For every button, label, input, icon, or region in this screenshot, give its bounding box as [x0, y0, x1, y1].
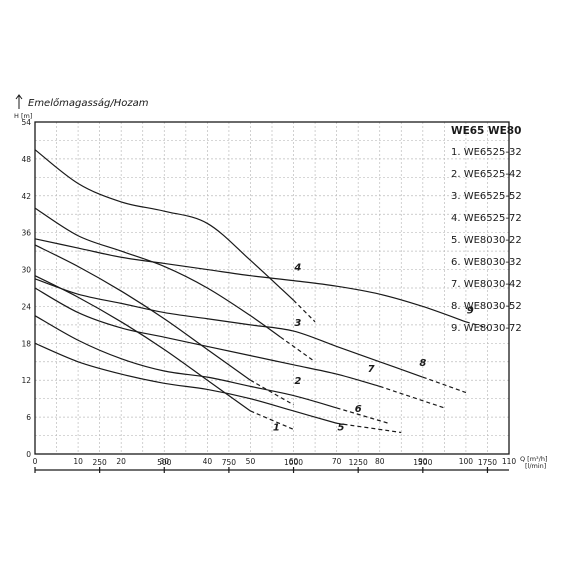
legend-item: 8. WE8030-52: [451, 301, 522, 312]
x-tick-label: 10: [73, 457, 83, 466]
y-tick-label: 54: [21, 118, 31, 127]
x-tick-label: 0: [33, 457, 38, 466]
curve-9-dashed: [465, 321, 488, 329]
legend-item: 3. WE6525-52: [451, 191, 522, 202]
x-tick-label: 110: [502, 457, 517, 466]
legend: WE65 WE80 1. WE6525-32 2. WE6525-42 3. WE65…: [451, 125, 522, 334]
y-tick-label: 48: [21, 155, 31, 164]
up-arrow-icon: [15, 94, 23, 109]
legend-item: 1. WE6525-32: [451, 147, 522, 158]
curve-1-dashed: [250, 410, 294, 430]
y-tick-label: 18: [21, 339, 31, 348]
legend-item: 6. WE8030-32: [451, 257, 522, 268]
legend-item: 4. WE6525-72: [451, 213, 522, 224]
curve-7-solid: [34, 287, 380, 387]
y-tick-label: 24: [21, 302, 31, 311]
x-tick-label: 50: [246, 457, 256, 466]
curve-label-2: 2: [294, 376, 301, 387]
curve-4-solid: [34, 149, 294, 301]
y-tick-label: 36: [21, 229, 31, 238]
legend-header: WE65 WE80: [451, 125, 521, 137]
legend-item: 9. WE8030-72: [451, 323, 522, 334]
curve-label-6: 6: [355, 404, 362, 415]
x-tick-label: 60: [289, 457, 299, 466]
curve-6-solid: [34, 315, 337, 409]
x-tick-label: 30: [159, 457, 169, 466]
curve-label-4: 4: [293, 262, 301, 273]
curve-8-dashed: [422, 376, 467, 394]
curve-2-solid: [34, 244, 251, 381]
curve-label-5: 5: [337, 422, 344, 433]
x2-tick-label: 1750: [478, 458, 497, 467]
x2-tick-label: 1500: [413, 458, 432, 467]
grid: [35, 122, 509, 454]
x2-tick-label: 500: [157, 458, 172, 467]
x-tick-label: 70: [332, 457, 342, 466]
curve-label-8: 8: [419, 358, 426, 369]
curve-8-solid: [34, 278, 424, 378]
y-tick-label: 30: [21, 266, 31, 275]
x-axis-unit: Q [m³/h]: [520, 455, 548, 463]
curve-label-3: 3: [294, 318, 301, 329]
curve-3-dashed: [280, 336, 316, 363]
x2-tick-label: 750: [222, 458, 237, 467]
curve-label-7: 7: [368, 364, 375, 375]
curves: [34, 149, 488, 434]
curve-5-dashed: [336, 422, 402, 434]
chart-title: Emelőmagasság/Hozam: [28, 97, 149, 109]
x2-tick-label: 1250: [349, 458, 368, 467]
legend-item: 7. WE8030-42: [451, 279, 522, 290]
x2-axis-unit: [l/min]: [525, 462, 546, 470]
secondary-axis-ticks: 250 500 750 1000 1250 1500 1750: [34, 458, 497, 473]
x-tick-label: 100: [459, 457, 474, 466]
y-axis-unit: H [m]: [14, 112, 32, 120]
curve-3-solid: [34, 207, 281, 338]
y-tick-label: 0: [26, 450, 31, 459]
x2-tick-label: 1000: [284, 458, 303, 467]
curve-label-9: 9: [467, 306, 474, 317]
curve-7-dashed: [379, 385, 445, 409]
y-tick-label: 42: [21, 192, 31, 201]
curve-9-solid: [34, 238, 467, 323]
x-tick-label: 40: [203, 457, 213, 466]
legend-item: 2. WE6525-42: [451, 169, 522, 180]
curve-labels: 1 2 3 4 56 7 8 9: [273, 262, 474, 433]
curve-4-dashed: [293, 299, 316, 323]
x-tick-label: 80: [375, 457, 385, 466]
curve-2-dashed: [250, 379, 294, 406]
curve-label-1: 1: [273, 422, 280, 433]
curve-1-solid: [34, 275, 251, 412]
x-tick-label: 20: [116, 457, 126, 466]
x2-tick-label: 250: [92, 458, 107, 467]
legend-item: 5. WE8030-22: [451, 235, 522, 246]
axis-titles: Emelőmagasság/Hozam H [m] Q [m³/h] [l/mi…: [14, 94, 548, 470]
curve-5-solid: [34, 342, 337, 424]
curve-6-dashed: [336, 407, 389, 424]
y-tick-label: 6: [26, 413, 31, 422]
y-tick-label: 12: [21, 376, 31, 385]
x-tick-label: 90: [418, 457, 428, 466]
